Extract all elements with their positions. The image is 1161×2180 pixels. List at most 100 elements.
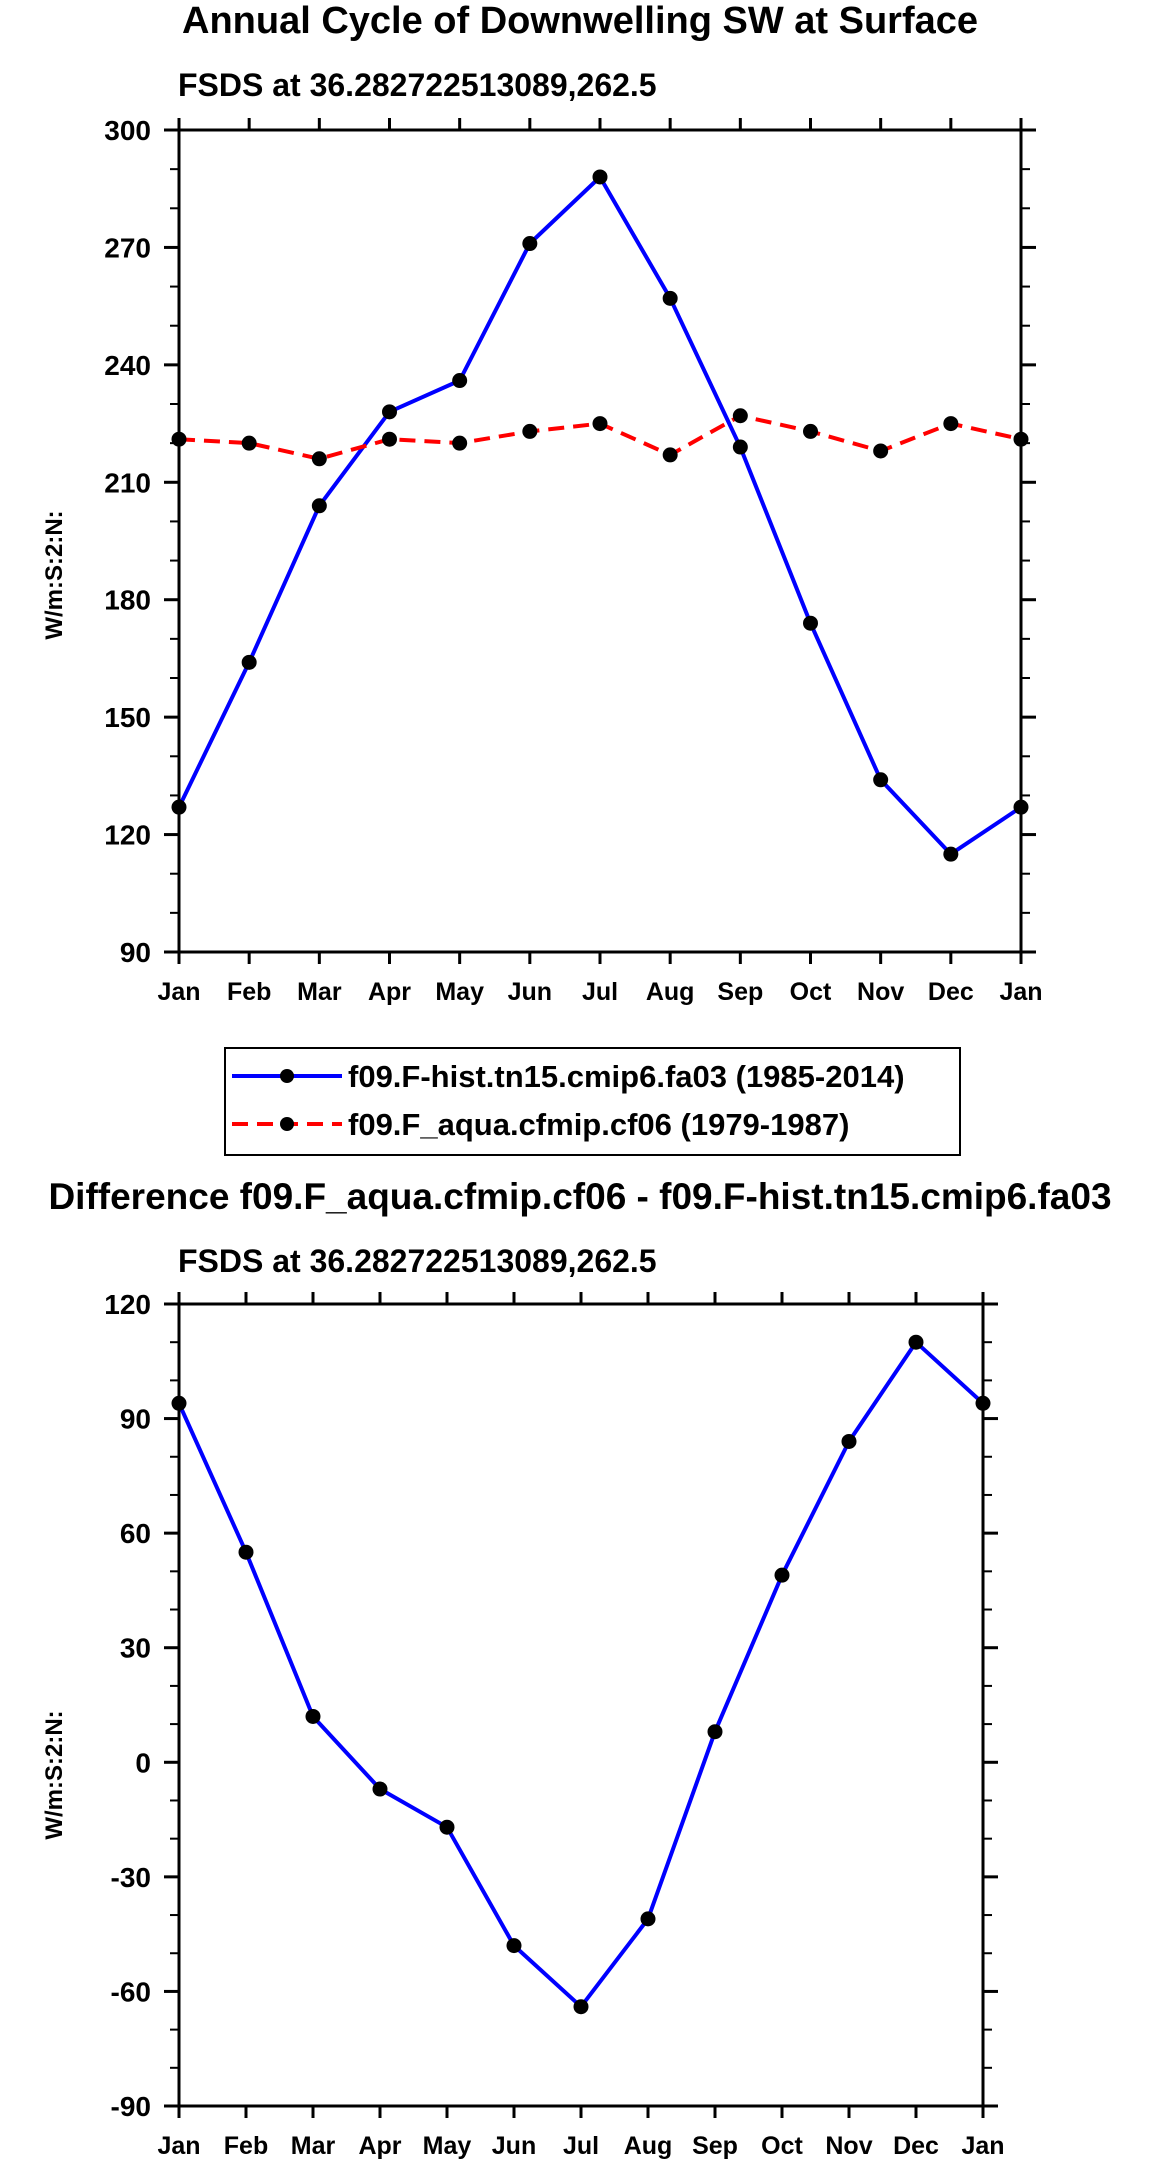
chart2-series-1-point: [841, 1433, 857, 1449]
chart2-x-tick-label: Dec: [893, 2132, 939, 2160]
chart2-y-axis-label: W/m:S:2:N:: [41, 1710, 68, 1839]
chart1-x-tick-label: Apr: [368, 978, 411, 1006]
chart2-series-1-point: [305, 1708, 321, 1724]
chart2-series-1-point: [774, 1567, 790, 1583]
chart1-series-2-point: [522, 423, 538, 439]
chart2-x-tick-label: Nov: [825, 2132, 872, 2160]
chart1-series-2-point: [311, 451, 327, 467]
legend-marker-series-2: [280, 1117, 294, 1131]
chart2-series-1-point: [171, 1395, 187, 1411]
chart1-series-2-point: [803, 423, 818, 439]
chart1-series-1-point: [522, 236, 538, 252]
chart1-series-1-point: [452, 373, 468, 389]
chart1-series-1-point: [311, 498, 327, 514]
chart2-x-tick-label: Apr: [358, 2132, 401, 2160]
chart1-y-tick-label: 300: [104, 115, 151, 146]
chart2-series-1-point: [975, 1395, 991, 1411]
chart1-series-2-point: [873, 443, 889, 459]
chart2-x-tick-label: Feb: [224, 2132, 268, 2160]
chart1-x-tick-label: Jan: [157, 978, 200, 1006]
chart1-series-1-point: [803, 615, 818, 631]
plot-layer: Jan Feb Mar Apr May Jun Jul Aug Sep Oct Nov Dec Jan9…: [104, 115, 1042, 2160]
chart2-series-1-point: [439, 1819, 455, 1835]
chart2-y-tick-label: 90: [120, 1404, 151, 1435]
chart1-x-tick-label: Sep: [717, 978, 763, 1006]
chart1-y-axis-label: W/m:S:2:N:: [41, 510, 68, 639]
chart2-series-1-point: [640, 1911, 656, 1927]
chart1-series-2-point: [382, 431, 397, 447]
chart2-series-1-point: [908, 1334, 924, 1350]
chart2-series-1-line: [177, 1340, 985, 2009]
chart1-x-tick-label: Oct: [790, 978, 832, 1006]
chart2-x-tick-label: Jul: [563, 2132, 599, 2160]
chart2-x-tick-label: May: [423, 2132, 472, 2160]
chart1-series-2-point: [171, 431, 187, 447]
chart1-series-1-point: [592, 169, 608, 185]
chart2-y-tick-label: 0: [135, 1747, 151, 1778]
chart1-series-1-point: [873, 772, 889, 788]
chart2-y-tick-label: 30: [120, 1633, 151, 1664]
chart1-series-1-point: [662, 290, 678, 306]
chart1-x-tick-label: Aug: [646, 978, 695, 1006]
chart1-x-tick-label: Jul: [582, 978, 618, 1006]
chart2-y-tick-label: -30: [111, 1862, 151, 1893]
chart1-series-2-point: [241, 435, 257, 451]
chart1-x-tick-label: Nov: [857, 978, 904, 1006]
chart1-series-1-point: [943, 846, 959, 862]
chart2-series-1-point: [506, 1938, 522, 1954]
chart1-x-tick-label: Mar: [297, 978, 342, 1006]
chart1-x-tick-label: Jan: [999, 978, 1042, 1006]
chart1-series-2-point: [943, 416, 959, 432]
chart2-series-1-point: [573, 1999, 589, 2015]
chart2-x-tick-label: Jun: [492, 2132, 536, 2160]
chart1-y-tick-label: 180: [104, 585, 151, 616]
chart1-series-1-point: [1013, 799, 1029, 815]
chart1-title: Annual Cycle of Downwelling SW at Surfac…: [182, 0, 978, 42]
chart1-x-tick-label: Dec: [928, 978, 974, 1006]
chart1-y-tick-label: 90: [120, 937, 151, 968]
chart1-subtitle: FSDS at 36.282722513089,262.5: [178, 67, 657, 103]
chart2-x-tick-label: Jan: [157, 2132, 200, 2160]
chart1-y-tick-label: 210: [104, 467, 151, 498]
chart1-series-2-point: [732, 408, 748, 424]
chart1-series-2-point: [592, 416, 608, 432]
chart1-series-1-point: [241, 654, 257, 670]
chart1-series-1-line: [177, 175, 1023, 857]
chart1-y-tick-label: 240: [104, 350, 151, 381]
chart1-y-tick-label: 120: [104, 820, 151, 851]
chart1-x-tick-label: May: [435, 978, 484, 1006]
chart2-x-tick-label: Jan: [961, 2132, 1004, 2160]
chart1-series-2-point: [1013, 431, 1029, 447]
chart1-series-1-point: [171, 799, 187, 815]
chart2-series-1-point: [372, 1781, 388, 1797]
chart2-x-tick-label: Sep: [692, 2132, 738, 2160]
chart1-legend: f09.F-hist.tn15.cmip6.fa03 (1985-2014) f…: [224, 1047, 961, 1156]
legend-label-series-2: f09.F_aqua.cfmip.cf06 (1979-1987): [348, 1107, 849, 1142]
chart2-x-tick-label: Aug: [624, 2132, 673, 2160]
chart1-y-tick-label: 270: [104, 232, 151, 263]
chart2-series-1-point: [707, 1724, 723, 1740]
chart1-x-tick-label: Jun: [508, 978, 552, 1006]
chart1-y-tick-label: 150: [104, 702, 151, 733]
chart1-x-tick-label: Feb: [227, 978, 271, 1006]
chart2-plot: Jan Feb Mar Apr May Jun Jul Aug Sep Oct Nov Dec Jan-…: [104, 1289, 1004, 2160]
chart1-series-2-point: [662, 447, 678, 463]
chart2-x-tick-label: Oct: [761, 2132, 803, 2160]
chart2-x-tick-label: Mar: [291, 2132, 336, 2160]
chart2-y-tick-label: 60: [120, 1518, 151, 1549]
chart1-plot: Jan Feb Mar Apr May Jun Jul Aug Sep Oct Nov Dec Jan9…: [104, 115, 1042, 1006]
legend-marker-series-1: [280, 1069, 294, 1083]
legend-box: [224, 1047, 961, 1156]
chart2-series-1-point: [238, 1544, 254, 1560]
chart2-y-tick-label: 120: [104, 1289, 151, 1320]
chart2-y-tick-label: -60: [111, 1976, 151, 2007]
chart1-series-1-point: [382, 404, 397, 420]
chart2-title: Difference f09.F_aqua.cfmip.cf06 - f09.F…: [48, 1176, 1111, 1217]
chart2-subtitle: FSDS at 36.282722513089,262.5: [178, 1243, 657, 1279]
legend-label-series-1: f09.F-hist.tn15.cmip6.fa03 (1985-2014): [348, 1059, 905, 1094]
chart1-series-1-point: [732, 439, 748, 455]
chart2-y-tick-label: -90: [111, 2091, 151, 2122]
chart1-series-2-point: [452, 435, 468, 451]
